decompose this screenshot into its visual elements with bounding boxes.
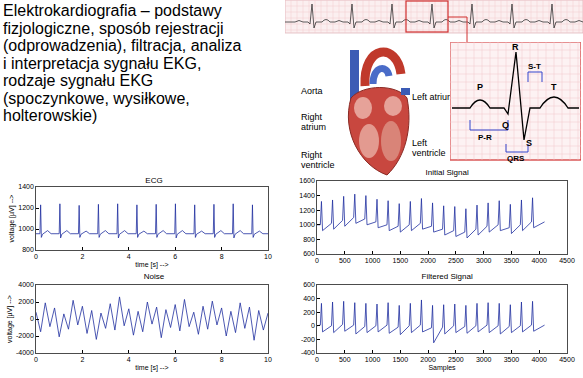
svg-text:voltage [µV] -->: voltage [µV] --> bbox=[8, 195, 16, 243]
svg-text:800: 800 bbox=[303, 236, 315, 243]
svg-text:Filtered Signal: Filtered Signal bbox=[422, 272, 473, 281]
svg-text:-4000: -4000 bbox=[16, 349, 34, 356]
svg-text:1600: 1600 bbox=[299, 177, 315, 184]
svg-text:R: R bbox=[512, 42, 519, 52]
svg-text:4: 4 bbox=[127, 253, 131, 260]
svg-text:2: 2 bbox=[80, 356, 84, 363]
svg-text:Initial Signal: Initial Signal bbox=[426, 168, 469, 177]
svg-text:1200: 1200 bbox=[299, 207, 315, 214]
svg-text:3500: 3500 bbox=[504, 257, 520, 264]
svg-text:time [s] -->: time [s] --> bbox=[135, 261, 168, 269]
svg-text:P-R: P-R bbox=[478, 133, 492, 142]
html-text:Elektrokardiografia – podstawy: Elektrokardiografia – podstawy bbox=[3, 2, 222, 19]
svg-text:2000: 2000 bbox=[420, 257, 436, 264]
svg-text:4500: 4500 bbox=[559, 356, 575, 363]
svg-text:1400: 1400 bbox=[299, 192, 315, 199]
svg-text:time [s] -->: time [s] --> bbox=[135, 364, 168, 372]
svg-text:500: 500 bbox=[339, 356, 351, 363]
svg-text:Q: Q bbox=[502, 120, 509, 130]
svg-text:0: 0 bbox=[30, 315, 34, 322]
svg-text:S: S bbox=[526, 138, 532, 148]
svg-text:ECG: ECG bbox=[145, 176, 162, 185]
html-text:Left atrium: Left atrium bbox=[412, 92, 455, 102]
svg-text:P: P bbox=[477, 82, 483, 92]
svg-text:3000: 3000 bbox=[476, 356, 492, 363]
svg-text:2000: 2000 bbox=[18, 298, 34, 305]
html-text:holterowskie): holterowskie) bbox=[3, 107, 98, 124]
svg-text:6: 6 bbox=[173, 253, 177, 260]
svg-text:200: 200 bbox=[303, 309, 315, 316]
svg-text:2500: 2500 bbox=[448, 356, 464, 363]
svg-text:4000: 4000 bbox=[531, 257, 547, 264]
svg-text:4500: 4500 bbox=[559, 257, 575, 264]
svg-text:1000: 1000 bbox=[18, 225, 34, 232]
svg-text:-400: -400 bbox=[301, 349, 315, 356]
svg-text:0: 0 bbox=[34, 253, 38, 260]
svg-text:6: 6 bbox=[173, 356, 177, 363]
html-text:(spoczynkowe, wysiłkowe,: (spoczynkowe, wysiłkowe, bbox=[3, 89, 190, 107]
svg-text:S-T: S-T bbox=[528, 62, 541, 71]
svg-text:400: 400 bbox=[303, 295, 315, 302]
svg-text:1400: 1400 bbox=[18, 183, 34, 190]
svg-text:0: 0 bbox=[34, 356, 38, 363]
svg-text:4000: 4000 bbox=[18, 281, 34, 288]
svg-text:0: 0 bbox=[315, 356, 319, 363]
html-text:Right atrium: Right atrium bbox=[301, 112, 326, 132]
html-text:i interpretacja sygnału EKG,: i interpretacja sygnału EKG, bbox=[3, 54, 202, 72]
svg-text:T: T bbox=[551, 82, 557, 92]
svg-text:600: 600 bbox=[303, 250, 315, 257]
svg-text:1000: 1000 bbox=[365, 356, 381, 363]
svg-text:3000: 3000 bbox=[476, 257, 492, 264]
svg-text:Noise: Noise bbox=[144, 272, 165, 281]
svg-text:4000: 4000 bbox=[531, 356, 547, 363]
svg-text:2500: 2500 bbox=[448, 257, 464, 264]
svg-text:10: 10 bbox=[264, 356, 272, 363]
svg-text:10: 10 bbox=[264, 253, 272, 260]
svg-text:QRS: QRS bbox=[507, 154, 525, 163]
svg-text:1500: 1500 bbox=[393, 257, 409, 264]
html-text:fizjologiczne, sposób rejestra: fizjologiczne, sposób rejestracji bbox=[3, 19, 224, 37]
svg-text:-200: -200 bbox=[301, 336, 315, 343]
svg-text:0: 0 bbox=[311, 322, 315, 329]
svg-text:1500: 1500 bbox=[393, 356, 409, 363]
svg-text:8: 8 bbox=[220, 253, 224, 260]
svg-text:4: 4 bbox=[127, 356, 131, 363]
svg-text:600: 600 bbox=[303, 281, 315, 288]
html-text:rodzaje sygnału EKG: rodzaje sygnału EKG bbox=[3, 72, 154, 89]
svg-text:800: 800 bbox=[22, 246, 34, 253]
svg-text:1200: 1200 bbox=[18, 204, 34, 211]
svg-text:0: 0 bbox=[315, 257, 319, 264]
html-text:Left ventricle: Left ventricle bbox=[412, 138, 446, 158]
svg-text:2000: 2000 bbox=[420, 356, 436, 363]
html-text:Right ventricle: Right ventricle bbox=[301, 150, 335, 170]
svg-text:voltage [µV] -->: voltage [µV] --> bbox=[6, 295, 14, 343]
svg-text:-2000: -2000 bbox=[16, 332, 34, 339]
svg-text:1000: 1000 bbox=[365, 257, 381, 264]
svg-text:8: 8 bbox=[220, 356, 224, 363]
svg-text:Samples: Samples bbox=[428, 364, 456, 372]
svg-text:500: 500 bbox=[339, 257, 351, 264]
svg-text:3500: 3500 bbox=[504, 356, 520, 363]
svg-text:1000: 1000 bbox=[299, 221, 315, 228]
html-text:(odprowadzenia), filtracja, an: (odprowadzenia), filtracja, analiza bbox=[3, 37, 242, 54]
html-text:Aorta: Aorta bbox=[301, 86, 323, 96]
svg-text:2: 2 bbox=[80, 253, 84, 260]
